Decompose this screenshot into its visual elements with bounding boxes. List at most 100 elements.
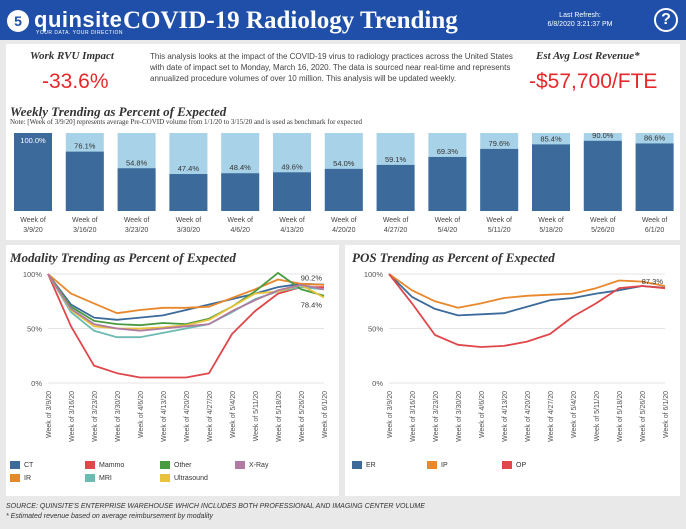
legend-item-er[interactable]: ER <box>352 461 376 469</box>
x-tick-label: Week of 3/16/20 <box>69 391 76 442</box>
y-tick-label: 100% <box>23 270 43 279</box>
x-tick-label: Week of 6/1/20 <box>663 391 670 438</box>
x-tick-label: Week of 5/18/20 <box>617 391 624 442</box>
legend-label: Mammo <box>99 461 125 469</box>
bar[interactable] <box>221 173 260 211</box>
refresh-label: Last Refresh: <box>559 12 601 19</box>
weekly-bar-chart: 100.0% Week of 3/9/20 76.1% Week of 3/16/20 54… <box>14 131 674 234</box>
logo-badge: 5 <box>7 10 29 32</box>
bar-value-label: 47.4% <box>178 164 200 173</box>
bar-category-label: 5/18/20 <box>539 227 562 234</box>
bar-category-label: Week of <box>227 217 253 224</box>
pos-title: POS Trending as Percent of Expected <box>352 250 555 265</box>
bar-category-label: 6/1/20 <box>645 227 665 234</box>
legend-item-ir[interactable]: IR <box>10 474 31 482</box>
legend-item-mammo[interactable]: Mammo <box>85 461 124 469</box>
series-line-op[interactable] <box>388 273 666 348</box>
bar[interactable] <box>65 151 104 211</box>
rvu-label: Work RVU Impact <box>30 50 114 62</box>
bar[interactable] <box>583 140 622 211</box>
series-line-er[interactable] <box>388 273 666 317</box>
legend-item-op[interactable]: OP <box>502 461 526 469</box>
series-line-ct[interactable] <box>47 273 325 321</box>
bar-value-label: 59.1% <box>385 155 407 164</box>
series-line-other[interactable] <box>47 271 325 327</box>
bar[interactable] <box>169 174 208 211</box>
x-tick-label: Week of 5/11/20 <box>253 391 260 441</box>
bar-category-label: Week of <box>279 217 305 224</box>
logo-text: quinsite <box>34 7 123 32</box>
bar[interactable] <box>376 164 415 211</box>
bar[interactable] <box>324 168 363 211</box>
bar-category-label: Week of <box>124 217 150 224</box>
bar-category-label: 5/11/20 <box>488 227 511 234</box>
bar[interactable] <box>14 133 52 211</box>
revenue-label: Est Avg Lost Revenue* <box>536 50 640 62</box>
series-line-ir[interactable] <box>47 273 325 315</box>
legend-item-ultrasound[interactable]: Ultrasound <box>160 474 208 482</box>
bar-value-label: 48.4% <box>230 163 252 172</box>
x-tick-label: Week of 3/30/20 <box>115 391 122 442</box>
x-tick-label: Week of 3/9/20 <box>46 391 53 438</box>
x-tick-label: Week of 3/16/20 <box>410 391 417 442</box>
bar[interactable] <box>480 148 519 211</box>
y-tick-label: 0% <box>31 379 42 388</box>
bar-category-label: 4/6/20 <box>230 227 250 234</box>
legend-label: IP <box>441 461 448 469</box>
x-tick-label: Week of 4/27/20 <box>548 391 555 442</box>
weekly-title: Weekly Trending as Percent of Expected <box>10 104 227 119</box>
bar[interactable] <box>532 144 570 211</box>
x-tick-label: Week of 5/4/20 <box>230 391 237 438</box>
bar-value-label: 100.0% <box>20 136 46 145</box>
y-tick-label: 50% <box>27 325 42 334</box>
bar[interactable] <box>117 168 156 211</box>
x-tick-label: Week of 6/1/20 <box>322 391 329 438</box>
bar-category-label: 4/27/20 <box>384 227 407 234</box>
x-tick-label: Week of 4/27/20 <box>207 391 214 442</box>
x-tick-label: Week of 4/13/20 <box>502 391 509 442</box>
bar[interactable] <box>635 143 674 211</box>
help-icon[interactable]: ? <box>654 8 678 32</box>
bar-value-label: 79.6% <box>489 139 511 148</box>
series-line-ip[interactable] <box>388 273 666 309</box>
legend-swatch <box>235 461 245 469</box>
x-tick-label: Week of 5/26/20 <box>299 391 306 442</box>
legend-swatch <box>10 474 20 482</box>
legend-item-x-ray[interactable]: X-Ray <box>235 461 268 469</box>
series-line-mammo[interactable] <box>47 273 324 379</box>
bar[interactable] <box>428 156 467 211</box>
series-line-x-ray[interactable] <box>47 273 325 332</box>
legend-label: CT <box>24 461 34 469</box>
legend-item-ct[interactable]: CT <box>10 461 33 469</box>
bar-value-label: 69.3% <box>437 147 459 156</box>
legend-label: OP <box>516 461 527 469</box>
x-tick-label: Week of 3/30/20 <box>456 391 463 442</box>
footnote: * Estimated revenue based on average rei… <box>6 513 213 520</box>
series-line-mri[interactable] <box>47 273 325 339</box>
x-tick-label: Week of 4/20/20 <box>184 391 191 442</box>
end-value-label: 90.2% <box>301 274 323 283</box>
end-value-label: 87.3% <box>642 277 664 286</box>
y-tick-label: 50% <box>368 325 383 334</box>
bar-category-label: 3/30/20 <box>177 227 200 234</box>
bar-value-label: 54.0% <box>333 159 355 168</box>
bar-value-label: 86.6% <box>644 133 666 142</box>
modality-title: Modality Trending as Percent of Expected <box>10 250 236 265</box>
bar-category-label: Week of <box>642 217 668 224</box>
x-tick-label: Week of 5/11/20 <box>594 391 601 441</box>
revenue-value: -$57,700/FTE <box>529 70 658 93</box>
bar-category-label: Week of <box>383 217 409 224</box>
refresh-value: 6/8/2020 3:21:37 PM <box>547 21 613 28</box>
x-tick-label: Week of 4/13/20 <box>161 391 168 442</box>
legend-item-other[interactable]: Other <box>160 461 192 469</box>
series-line-ultrasound[interactable] <box>47 273 325 330</box>
bar[interactable] <box>273 172 311 211</box>
legend-item-ip[interactable]: IP <box>427 461 448 469</box>
legend-item-mri[interactable]: MRI <box>85 474 112 482</box>
legend-label: ER <box>366 461 376 469</box>
legend-label: Ultrasound <box>174 474 208 482</box>
rvu-value: -33.6% <box>42 70 109 93</box>
bar-category-label: Week of <box>20 217 46 224</box>
bar-value-label: 85.4% <box>540 134 562 143</box>
bar-category-label: Week of <box>72 217 98 224</box>
